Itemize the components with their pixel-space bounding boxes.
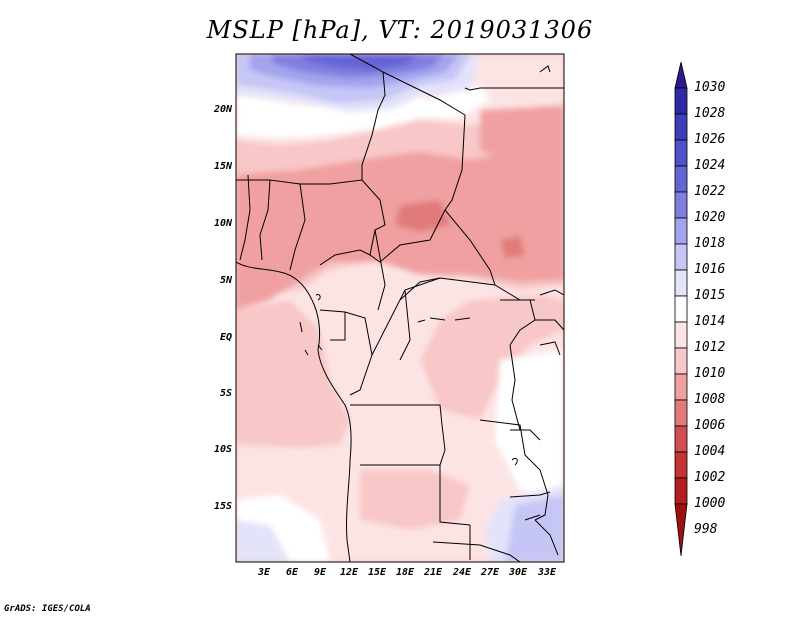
lon-label-30e: 30E: [508, 567, 528, 578]
colorbar-label: 1016: [694, 262, 726, 277]
lon-label-18e: 18E: [395, 567, 415, 578]
colorbar-swatch: [674, 373, 688, 401]
map-title: MSLP [hPa], VT: 2019031306: [206, 16, 594, 44]
colorbar-label: 1000: [694, 496, 726, 511]
colorbar-swatch: [674, 165, 688, 193]
colorbar-swatch: [674, 217, 688, 245]
lat-label-eq: EQ: [219, 332, 232, 343]
lon-label-15e: 15E: [367, 567, 387, 578]
colorbar-swatch: [674, 87, 688, 115]
colorbar-swatch: [674, 399, 688, 427]
colorbar-swatch: [674, 243, 688, 271]
pressure-field: [236, 54, 564, 562]
colorbar-swatch: [674, 269, 688, 297]
colorbar-swatch: [674, 321, 688, 349]
lat-label-10n: 10N: [213, 218, 232, 229]
colorbar-swatch: [674, 451, 688, 479]
colorbar-swatch: [674, 113, 688, 141]
map-frame: [235, 53, 565, 563]
lon-label-21e: 21E: [423, 567, 443, 578]
colorbar-label: 998: [694, 522, 718, 537]
colorbar-swatch: [674, 191, 688, 219]
colorbar-swatch: [674, 139, 688, 167]
colorbar-top-arrow: [674, 61, 688, 89]
colorbar-label: 1006: [694, 418, 726, 433]
colorbar-label: 1004: [694, 444, 726, 459]
lon-label-33e: 33E: [537, 567, 557, 578]
colorbar-label: 1015: [694, 288, 726, 303]
lon-label-27e: 27E: [480, 567, 500, 578]
grads-credit: GrADS: IGES/COLA: [4, 604, 91, 614]
colorbar-label: 1028: [694, 106, 726, 121]
lon-label-3e: 3E: [257, 567, 271, 578]
colorbar-label: 1024: [694, 158, 726, 173]
lon-label-12e: 12E: [339, 567, 359, 578]
lon-label-9e: 9E: [313, 567, 327, 578]
lat-label-15n: 15N: [213, 161, 232, 172]
colorbar-label: 1008: [694, 392, 726, 407]
colorbar-label: 1022: [694, 184, 726, 199]
lat-label-15s: 15S: [213, 501, 232, 512]
colorbar-swatch: [674, 477, 688, 505]
lat-label-20n: 20N: [213, 104, 232, 115]
colorbar-label: 1010: [694, 366, 726, 381]
colorbar-label: 1014: [694, 314, 726, 329]
lat-label-5s: 5S: [219, 388, 232, 399]
lat-label-10s: 10S: [213, 444, 232, 455]
colorbar-label: 1020: [694, 210, 726, 225]
colorbar-label: 1030: [694, 80, 726, 95]
colorbar-label: 1018: [694, 236, 726, 251]
colorbar-swatch: [674, 425, 688, 453]
colorbar-swatch: [674, 347, 688, 375]
lat-label-5n: 5N: [219, 275, 232, 286]
colorbar-label: 1012: [694, 340, 726, 355]
colorbar-label: 1026: [694, 132, 726, 147]
country-borders: [236, 54, 564, 562]
lon-label-6e: 6E: [285, 567, 299, 578]
colorbar-swatch: [674, 295, 688, 323]
lon-label-24e: 24E: [452, 567, 472, 578]
colorbar-label: 1002: [694, 470, 726, 485]
colorbar: [674, 61, 688, 557]
colorbar-bottom-arrow: [674, 503, 688, 557]
